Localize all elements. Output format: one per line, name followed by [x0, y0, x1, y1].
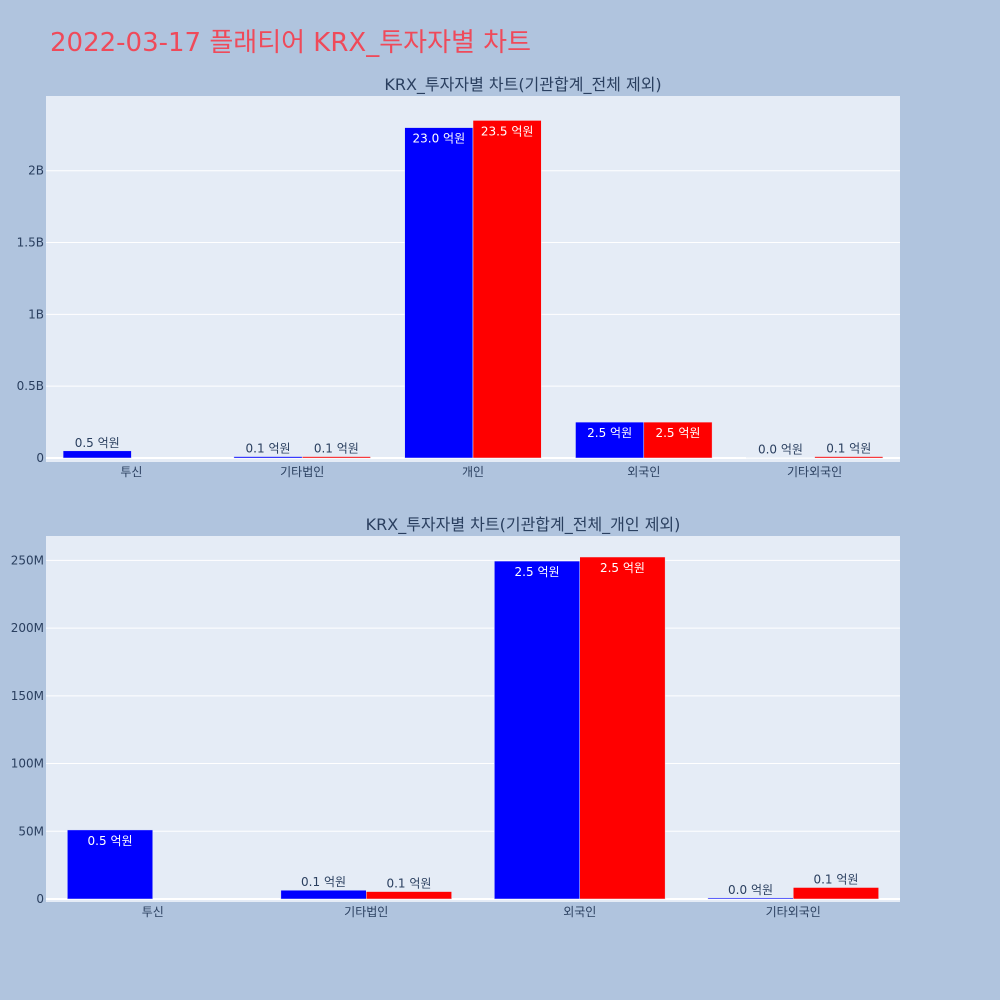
data-label: 0.1 억원 — [813, 872, 858, 886]
y-tick-label: 2B — [28, 164, 44, 178]
data-label: 0.5 억원 — [88, 834, 133, 848]
x-tick-label: 기타외국인 — [787, 465, 842, 479]
bar — [404, 127, 474, 459]
x-tick-label: 외국인 — [563, 905, 596, 919]
bar — [814, 456, 884, 459]
data-label: 2.5 억원 — [587, 426, 632, 440]
bar — [793, 887, 879, 900]
y-tick-label: 250M — [11, 553, 44, 567]
bar — [280, 889, 367, 900]
plot-area — [46, 536, 900, 902]
data-label: 2.5 억원 — [600, 561, 645, 575]
bar — [643, 421, 713, 459]
x-tick-label: 외국인 — [627, 465, 660, 479]
y-tick-label: 0 — [36, 451, 44, 465]
bar-chart-bottom: 0 50M 100M 150M 200M 250M KRX_투자자별 차트(기관합계_전체_… — [11, 515, 900, 919]
bar-chart-top: 0 0.5B 1B 1.5B 2B KRX_투자자별 차트(기관합계_전체 제외) 투신 0.… — [17, 75, 900, 479]
y-tick-label: 0 — [36, 892, 44, 906]
y-tick-label: 1.5B — [17, 236, 44, 250]
bar — [494, 560, 581, 900]
bar — [233, 456, 303, 459]
data-label: 0.1 억원 — [314, 442, 359, 456]
bar — [67, 829, 153, 900]
x-tick-label: 개인 — [462, 465, 484, 479]
y-tick-label: 50M — [18, 824, 44, 838]
data-label: 2.5 억원 — [655, 426, 700, 440]
data-label: 0.0 억원 — [758, 443, 803, 457]
x-tick-label: 기타법인 — [344, 905, 388, 919]
data-label: 23.0 억원 — [413, 132, 466, 146]
data-label: 2.5 억원 — [515, 565, 560, 579]
y-tick-label: 1B — [28, 307, 44, 321]
bar — [472, 120, 542, 459]
y-tick-label: 200M — [11, 621, 44, 635]
bar — [301, 456, 371, 459]
bar — [62, 450, 132, 459]
x-tick-label: 기타법인 — [280, 465, 324, 479]
bar — [575, 421, 645, 459]
data-label: 0.0 억원 — [728, 883, 773, 897]
y-tick-label: 0.5B — [17, 379, 44, 393]
bar — [366, 891, 452, 900]
x-tick-label: 투신 — [120, 465, 142, 479]
data-label: 23.5 억원 — [481, 124, 534, 138]
data-label: 0.1 억원 — [246, 442, 291, 456]
data-label: 0.1 억원 — [386, 877, 431, 891]
data-label: 0.5 억원 — [75, 436, 120, 450]
bar — [579, 556, 666, 900]
x-tick-label: 기타외국인 — [766, 905, 821, 919]
chart-title: KRX_투자자별 차트(기관합계_전체_개인 제외) — [366, 515, 681, 535]
x-tick-label: 투신 — [142, 905, 164, 919]
bar — [707, 897, 794, 900]
y-tick-label: 100M — [11, 757, 44, 771]
data-label: 0.1 억원 — [826, 442, 871, 456]
page-title: 2022-03-17 플래티어 KRX_투자자별 차트 — [50, 28, 532, 58]
data-label: 0.1 억원 — [301, 875, 346, 889]
chart-title: KRX_투자자별 차트(기관합계_전체 제외) — [384, 75, 661, 95]
y-tick-label: 150M — [11, 689, 44, 703]
